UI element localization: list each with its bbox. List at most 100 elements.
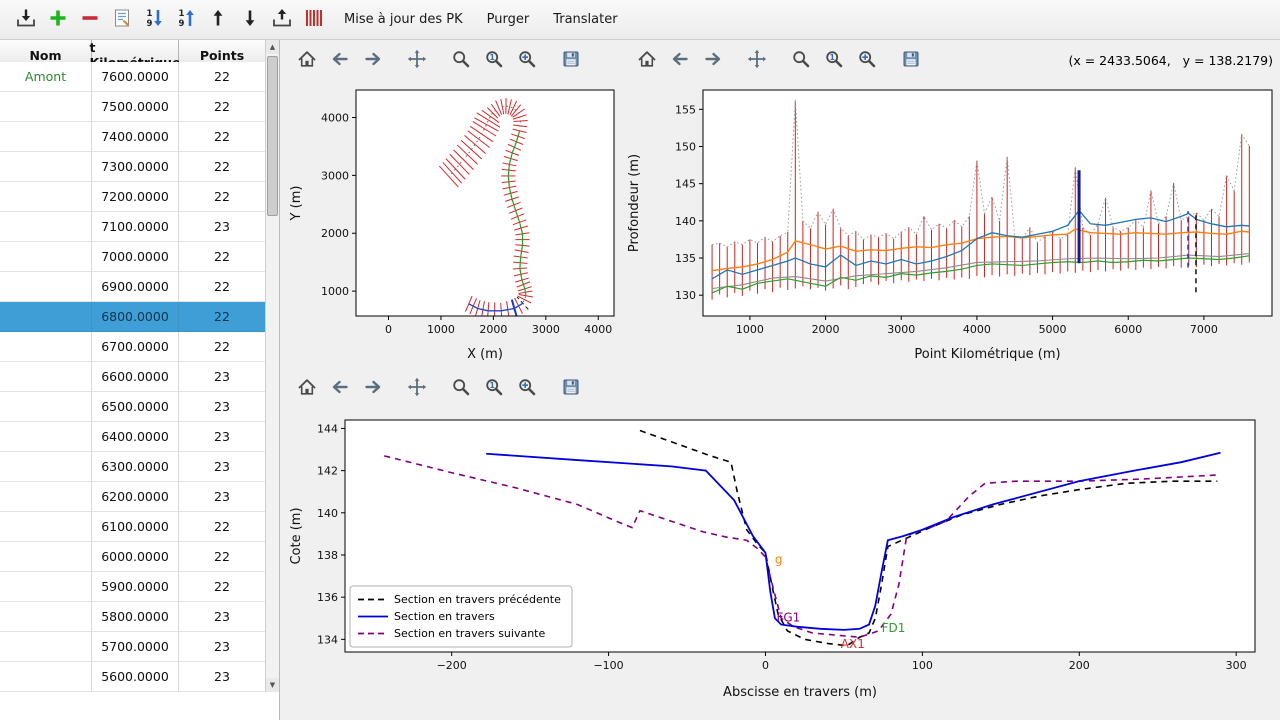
svg-text:4000: 4000 [584,323,612,336]
zoom-button[interactable] [447,374,475,402]
save-button[interactable] [557,374,585,402]
back-icon [670,49,690,72]
table-scrollbar[interactable]: ▲ ▼ [265,40,279,692]
export-button[interactable] [266,4,298,36]
scroll-down-icon[interactable]: ▼ [266,678,279,692]
import-button[interactable] [10,4,42,36]
cell-pk: 7300.0000 [92,152,179,182]
profile-chart[interactable]: 1000 2000 3000 4000 5000 6000 7000 130 135 140 145… [625,78,1280,366]
add-button[interactable] [42,4,74,36]
svg-text:2000: 2000 [479,323,507,336]
zoom-select-button[interactable] [513,46,541,74]
table-row[interactable]: 5700.0000 23 [0,632,266,662]
save-icon [561,49,581,72]
zoom-button[interactable] [787,46,815,74]
table-row[interactable]: 6400.0000 23 [0,422,266,452]
forward-button[interactable] [359,374,387,402]
move-down-button[interactable] [234,4,266,36]
table-row[interactable]: 6200.0000 23 [0,482,266,512]
table-row[interactable]: 6900.0000 22 [0,272,266,302]
translater-button[interactable]: Translater [543,6,627,33]
zoom-1-button[interactable]: 1 [480,46,508,74]
zoom-button[interactable] [447,46,475,74]
cell-pk: 6100.0000 [92,512,179,542]
save-button[interactable] [557,46,585,74]
move-up-button[interactable] [202,4,234,36]
scroll-up-icon[interactable]: ▲ [266,40,279,54]
pan-button[interactable] [403,374,431,402]
forward-button[interactable] [359,46,387,74]
table-row[interactable]: 5600.0000 23 [0,662,266,692]
svg-text:6000: 6000 [1114,323,1142,336]
table-row[interactable]: 7300.0000 22 [0,152,266,182]
svg-text:Abscisse en travers (m): Abscisse en travers (m) [723,685,877,700]
svg-text:FD1: FD1 [882,621,906,635]
svg-text:1000: 1000 [321,285,349,298]
cell-pk: 6300.0000 [92,452,179,482]
save-button[interactable] [897,46,925,74]
svg-text:136: 136 [317,591,338,604]
svg-text:9: 9 [179,19,185,29]
table-row[interactable]: 6700.0000 22 [0,332,266,362]
forward-icon [363,49,383,72]
back-button[interactable] [326,374,354,402]
table-row[interactable]: 6600.0000 23 [0,362,266,392]
table-row[interactable]: 7500.0000 22 [0,92,266,122]
svg-text:Section en travers précédente: Section en travers précédente [394,593,561,606]
table-header: Nom t Kilométrique Points [0,40,266,71]
cell-pk: 7600.0000 [92,62,179,92]
table-row[interactable]: 7100.0000 23 [0,212,266,242]
home-button[interactable] [633,46,661,74]
back-button[interactable] [666,46,694,74]
zoom-1-button[interactable]: 1 [480,374,508,402]
remove-button[interactable] [74,4,106,36]
profil-en-long-canvas[interactable]: 1000 2000 3000 4000 5000 6000 7000 130 135 140 145… [625,78,1280,366]
cell-pk: 7400.0000 [92,122,179,152]
svg-text:0: 0 [762,659,769,672]
home-button[interactable] [293,46,321,74]
cell-points: 23 [179,482,266,512]
table-row[interactable]: 5800.0000 23 [0,602,266,632]
table-row[interactable]: 7000.0000 22 [0,242,266,272]
table-row[interactable]: Amont 7600.0000 22 [0,62,266,92]
zoom-1-button[interactable]: 1 [820,46,848,74]
svg-text:1: 1 [490,53,495,62]
scroll-thumb[interactable] [267,56,278,216]
zoom-select-button[interactable] [853,46,881,74]
add-icon [47,7,69,32]
table-row[interactable]: 6500.0000 23 [0,392,266,422]
nav-icon-group: 1 [293,374,585,402]
table-row[interactable]: 6800.0000 22 [0,302,266,332]
svg-text:150: 150 [675,141,696,154]
table-row[interactable]: 6300.0000 23 [0,452,266,482]
update-pk-button[interactable]: Mise à jour des PK [334,6,473,33]
zoom-select-button[interactable] [513,374,541,402]
cell-pk: 6500.0000 [92,392,179,422]
forward-button[interactable] [699,46,727,74]
pan-button[interactable] [743,46,771,74]
edit-button[interactable] [106,4,138,36]
table-row[interactable]: 7400.0000 22 [0,122,266,152]
pan-button[interactable] [403,46,431,74]
back-icon [330,49,350,72]
cell-nom [0,482,92,512]
table-row[interactable]: 5900.0000 22 [0,572,266,602]
cross-section-chart[interactable]: g FG1 AX1 FD1 −200 −100 0 100 200 300 134 136 138 140… [287,406,1280,704]
nav-icon-group: 1 [293,46,585,74]
table-row[interactable]: 6000.0000 22 [0,542,266,572]
svg-text:140: 140 [675,215,696,228]
table-row[interactable]: 7200.0000 22 [0,182,266,212]
cell-pk: 5700.0000 [92,632,179,662]
home-button[interactable] [293,374,321,402]
plan-view-chart[interactable]: 0 1000 2000 3000 4000 1000 2000 3000 4000 X (m) Y … [287,78,622,366]
section-en-travers-canvas[interactable]: g FG1 AX1 FD1 −200 −100 0 100 200 300 134 136 138 140… [287,406,1280,704]
plan-view-canvas[interactable]: 0 1000 2000 3000 4000 1000 2000 3000 4000 X (m) Y … [287,78,622,366]
table-row[interactable]: 6100.0000 22 [0,512,266,542]
back-button[interactable] [326,46,354,74]
purger-button[interactable]: Purger [477,6,540,33]
nav-icon-group: 1 [633,46,925,74]
pk-stripes-button[interactable] [298,4,330,36]
cell-points: 22 [179,92,266,122]
